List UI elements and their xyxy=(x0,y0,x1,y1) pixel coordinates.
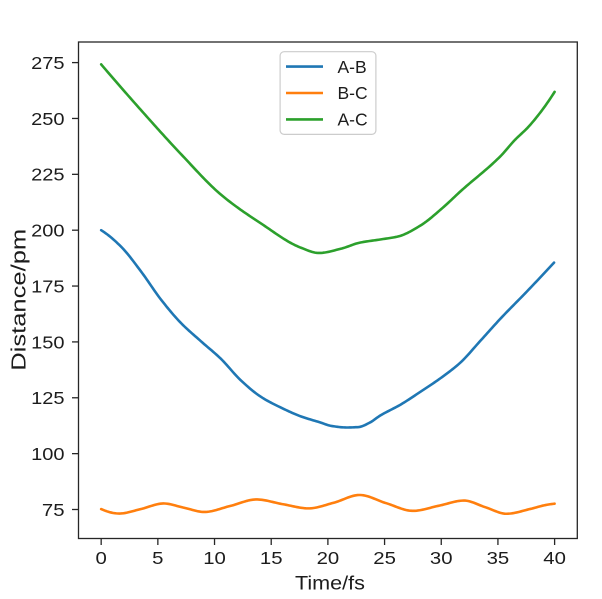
svg-text:275: 275 xyxy=(31,53,65,73)
svg-text:5: 5 xyxy=(152,548,163,568)
svg-text:30: 30 xyxy=(430,548,453,568)
svg-text:0: 0 xyxy=(96,548,107,568)
svg-text:Distance/pm: Distance/pm xyxy=(8,229,30,371)
svg-text:A-C: A-C xyxy=(338,110,368,130)
svg-text:225: 225 xyxy=(31,165,65,185)
svg-text:75: 75 xyxy=(42,500,65,520)
svg-text:15: 15 xyxy=(260,548,283,568)
svg-text:150: 150 xyxy=(31,332,65,352)
svg-text:250: 250 xyxy=(31,109,65,129)
svg-text:125: 125 xyxy=(31,388,65,408)
svg-text:20: 20 xyxy=(317,548,340,568)
svg-text:35: 35 xyxy=(487,548,510,568)
svg-text:Time/fs: Time/fs xyxy=(295,574,365,595)
svg-text:175: 175 xyxy=(31,276,65,296)
svg-text:40: 40 xyxy=(543,548,566,568)
svg-text:B-C: B-C xyxy=(338,83,368,103)
svg-text:10: 10 xyxy=(203,548,226,568)
svg-text:100: 100 xyxy=(31,444,65,464)
svg-text:A-B: A-B xyxy=(338,57,367,77)
svg-text:25: 25 xyxy=(373,548,396,568)
svg-text:200: 200 xyxy=(31,221,65,241)
